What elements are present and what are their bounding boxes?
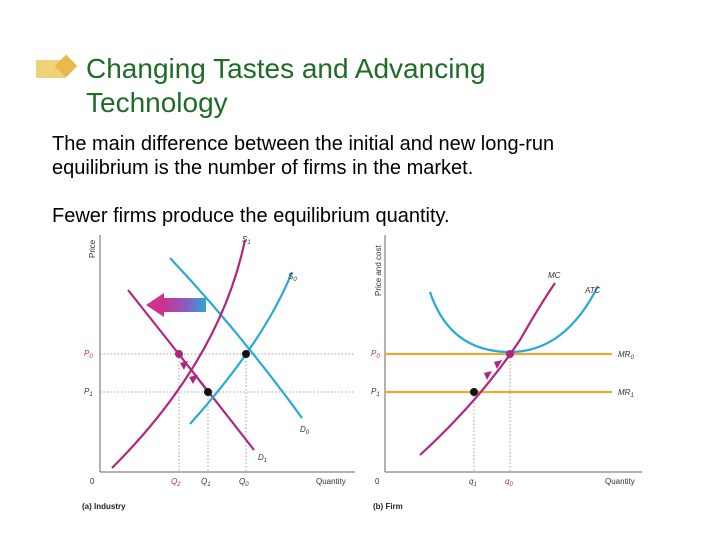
firm-short-run-point [470,388,478,396]
firm-mr0-label: MR0 [618,350,634,361]
industry-s1-label: S1 [242,235,251,246]
title-line-2: Technology [86,87,228,118]
industry-q1-label: Q1 [201,477,211,488]
industry-graph: Price Quantity 0 (a) Industry S1 S0 D0 D… [82,235,355,511]
firm-mc-curve [419,282,556,456]
firm-origin: 0 [375,477,380,486]
industry-new-equilibrium [175,350,183,358]
paragraph-1-line-2: equilibrium is the number of firms in th… [52,157,474,179]
firm-adjust-arrow-2 [494,360,502,369]
industry-supply-s0 [189,271,294,425]
paragraph-1-line-1: The main difference between the initial … [52,133,555,155]
slide-title: Changing Tastes and Advancing Technology [86,52,686,120]
industry-shift-arrow-head [146,293,164,317]
firm-mc-label: MC [548,271,561,280]
firm-adjust-arrow-1 [484,371,492,380]
industry-short-run-equilibrium [204,388,212,396]
industry-s0-label: S0 [288,272,297,283]
industry-shift-arrow-body [162,298,206,312]
firm-p1-label: P1 [371,387,380,398]
industry-initial-equilibrium [242,350,250,358]
industry-adjust-arrow-2 [180,361,188,370]
firm-y-axis-label: Price and cost [374,245,383,296]
industry-q0-label: Q0 [239,477,249,488]
industry-caption: (a) Industry [82,502,126,511]
firm-q1-label: q1 [469,477,477,488]
firm-caption: (b) Firm [373,502,403,511]
firm-long-run-point [506,350,514,358]
industry-supply-s1 [111,239,247,469]
industry-d0-label: D0 [300,425,310,436]
industry-p0-label: P0 [84,349,93,360]
firm-p0-label: P0 [371,349,380,360]
industry-p1-label: P1 [84,387,93,398]
industry-adjust-arrow-1 [189,375,198,384]
firm-mr1-label: MR1 [618,388,634,399]
industry-x-axis-label: Quantity [316,477,346,486]
industry-q2-label: Q2 [171,477,181,488]
industry-demand-d0 [169,257,303,419]
industry-d1-label: D1 [258,453,267,464]
paragraph-1: The main difference between the initial … [52,132,692,180]
industry-origin: 0 [90,477,95,486]
paragraph-2: Fewer firms produce the equilibrium quan… [52,205,450,227]
firm-q0-label: q0 [505,477,513,488]
firm-x-axis-label: Quantity [605,477,635,486]
title-line-1: Changing Tastes and Advancing [86,53,486,84]
firm-atc-curve [428,285,599,354]
firm-graph: Price and cost Quantity 0 (b) Firm MC AT… [371,235,642,511]
industry-y-axis-label: Price [88,239,97,258]
firm-atc-label: ATC [584,286,601,295]
